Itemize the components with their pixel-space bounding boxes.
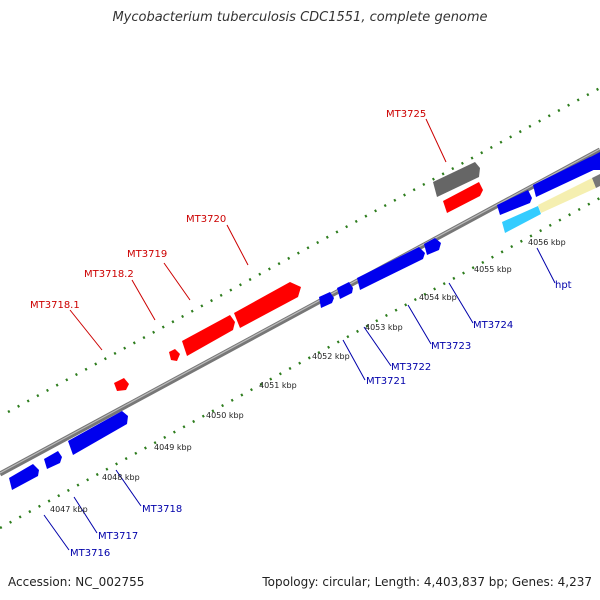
gene-label-MT3723[interactable]: MT3723 [431, 341, 471, 352]
tick-label: 4055 kbp [474, 265, 512, 274]
gene-label-MT3716[interactable]: MT3716 [70, 548, 110, 559]
gene-label-MT3722[interactable]: MT3722 [391, 362, 431, 373]
gene-MT3725[interactable] [443, 182, 483, 213]
gene-label-MT3717[interactable]: MT3717 [98, 531, 138, 542]
gene-MT3718[interactable] [68, 411, 128, 455]
forward-leader-lines [69, 118, 447, 351]
gene-label-MT3719[interactable]: MT3719 [127, 249, 167, 260]
gene-blue-b[interactable] [533, 156, 600, 197]
tick-label: 4056 kbp [528, 238, 566, 247]
gene-MT3722[interactable] [337, 282, 353, 299]
tick-label: 4052 kbp [312, 352, 350, 361]
gene-label-MT3718.2[interactable]: MT3718.2 [84, 269, 134, 280]
tick-label: 4047 kbp [50, 505, 88, 514]
tick-label: 4054 kbp [419, 293, 457, 302]
gene-label-MT3720[interactable]: MT3720 [186, 214, 226, 225]
forward-tick-track [7, 86, 600, 414]
gene-MT3720[interactable] [234, 282, 301, 328]
gene-label-MT3724[interactable]: MT3724 [473, 320, 513, 331]
gene-label-hpt[interactable]: hpt [555, 280, 572, 291]
gene-MT3723[interactable] [357, 247, 425, 290]
tick-label: 4048 kbp [102, 473, 140, 482]
gene-blue-c[interactable] [585, 152, 600, 170]
genome-backbone [0, 147, 600, 477]
reverse-tick-track [0, 196, 600, 530]
gene-MT3719[interactable] [182, 315, 235, 356]
gene-MT3718.1[interactable] [114, 378, 129, 391]
gene-pale[interactable] [538, 178, 596, 213]
gene-hpt[interactable] [502, 206, 541, 233]
gene-MT3721[interactable] [319, 292, 334, 308]
gene-MT3716[interactable] [9, 464, 39, 490]
gene-MT3724[interactable] [424, 238, 441, 255]
gene-label-MT3721[interactable]: MT3721 [366, 376, 406, 387]
genome-summary: Topology: circular; Length: 4,403,837 bp… [262, 575, 592, 589]
gene-grey-edge[interactable] [592, 174, 600, 188]
gene-blue-a[interactable] [497, 190, 532, 215]
gene-dark[interactable] [433, 162, 480, 197]
accession-label: Accession: NC_002755 [8, 575, 145, 589]
gene-label-MT3718.1[interactable]: MT3718.1 [30, 300, 80, 311]
gene-label-MT3725[interactable]: MT3725 [386, 109, 426, 120]
map-title: Mycobacterium tuberculosis CDC1551, comp… [112, 10, 488, 25]
tick-label: 4053 kbp [365, 323, 403, 332]
tick-label: 4050 kbp [206, 411, 244, 420]
gene-label-MT3718[interactable]: MT3718 [142, 504, 182, 515]
reverse-leader-lines [43, 247, 556, 551]
gene-MT3717[interactable] [44, 451, 62, 469]
tick-label: 4049 kbp [154, 443, 192, 452]
gene-MT3718.2[interactable] [169, 349, 180, 361]
backbone-highlight [0, 148, 600, 474]
tick-label: 4051 kbp [259, 381, 297, 390]
